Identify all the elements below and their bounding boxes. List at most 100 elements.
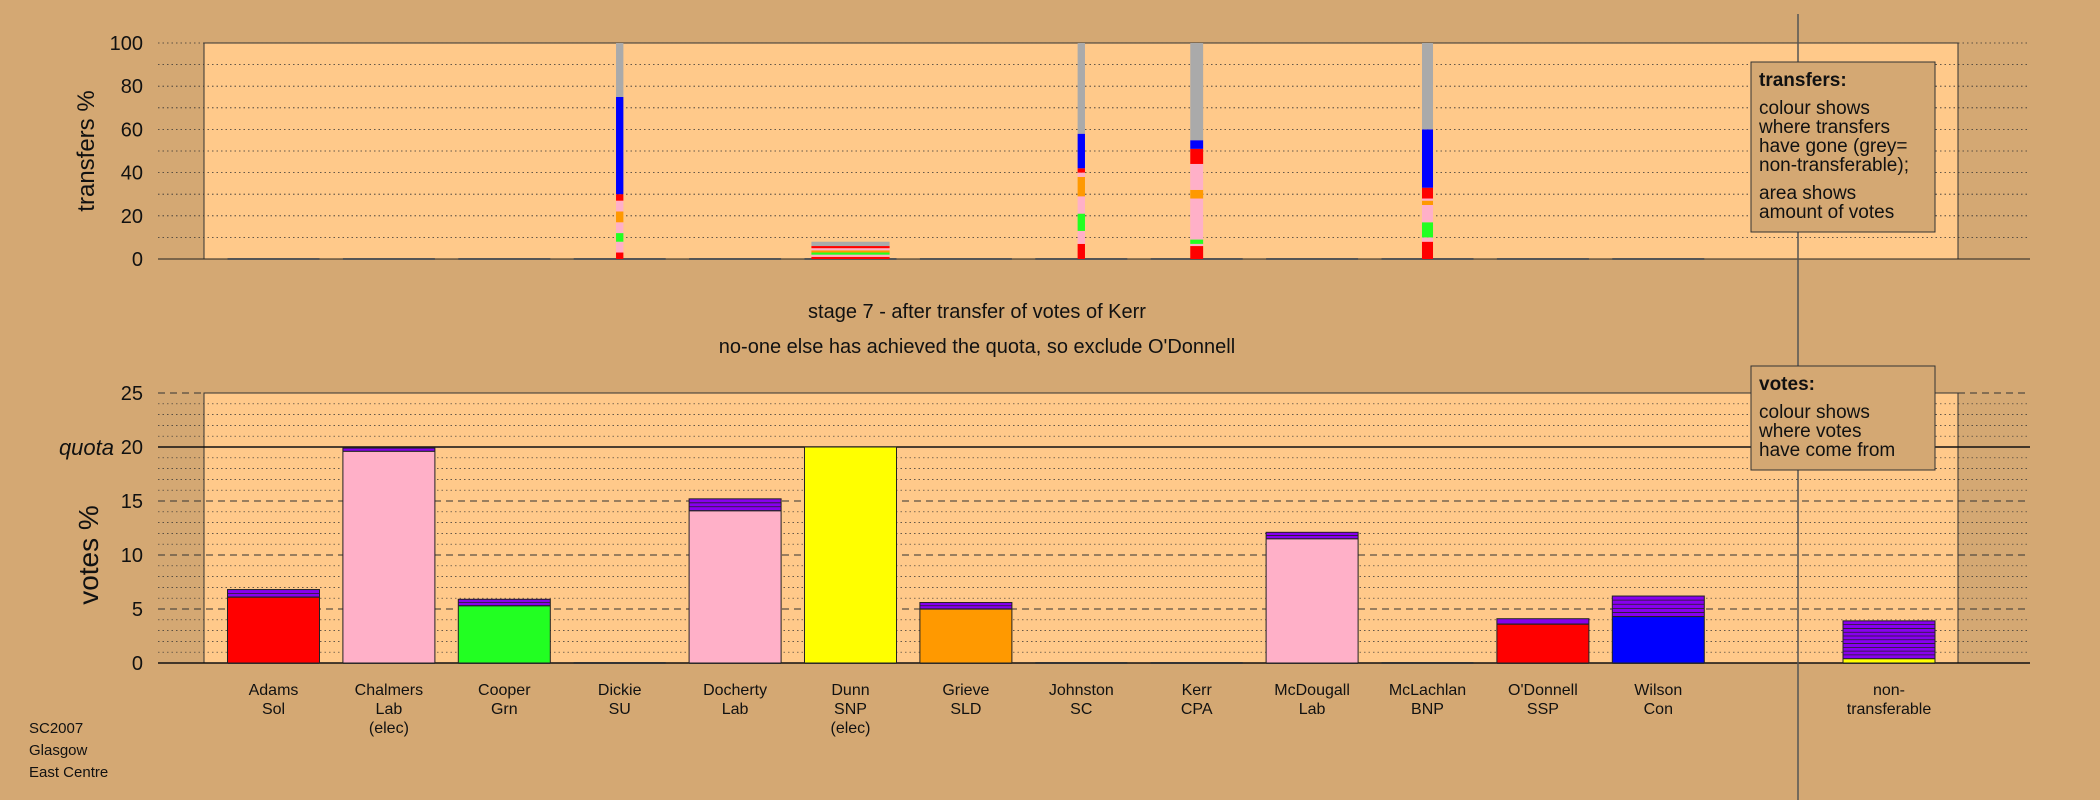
votes-legend-line: where votes [1758,421,1861,442]
votes-bar-segment [689,498,782,511]
votes-bar-outline [457,598,551,664]
category-party-label: transferable [1847,701,1932,718]
transfers-legend-line: amount of votes [1759,202,1894,223]
transfers-legend-line: area shows [1759,183,1856,204]
transfers-bar-segment [1421,129,1434,188]
votes-bar-segment [689,510,782,663]
transfers-legend-line: where transfers [1758,117,1890,138]
quota-label: quota [59,435,114,460]
transfers-bar-segment [1421,205,1434,223]
votes-bar-outline [227,589,320,664]
votes-bar-outline [1265,531,1359,664]
category-name-label: Dickie [598,682,642,699]
votes-bar-segment [1612,596,1705,617]
transfers-bar-segment [1190,198,1204,240]
votes-bar-segment [1612,616,1705,663]
transfers-bar-segment [811,248,890,251]
votes-y-tick-label: 5 [132,599,143,621]
category-party-label: SNP [834,701,867,718]
transfers-bar-segment [1077,196,1085,214]
transfers-bar-segment [1190,243,1204,247]
transfers-y-tick-label: 100 [110,33,143,55]
category-party-label: Con [1644,701,1673,718]
votes-bar-segment [1496,618,1589,625]
category-party-label: SU [609,701,631,718]
transfers-legend-line: have gone (grey= [1759,136,1907,157]
category-name-label: Dunn [831,682,869,699]
transfers-chart: 0 20 40 60 80 100 transfers % [73,33,2030,271]
votes-bar-segment [342,451,435,663]
category-note-label: (elec) [830,720,870,737]
transfers-bar-segment [616,233,624,242]
category-name-label: Wilson [1634,682,1682,699]
votes-legend-line: have come from [1759,440,1895,461]
transfers-bar-segment [811,241,890,247]
transfers-bar-segment [1421,43,1434,130]
category-party-label: BNP [1411,701,1444,718]
transfers-y-axis-label: transfers % [73,90,100,211]
category-name-label: McLachlan [1389,682,1466,699]
votes-bar-outline [1496,618,1590,664]
category-name-label: Grieve [942,682,989,699]
votes-bar-outline [919,602,1013,664]
stage-subtitle: no-one else has achieved the quota, so e… [719,336,1235,358]
transfers-bar-segment [1077,133,1085,169]
transfers-bar-segment [811,250,890,253]
transfers-bar-segment [616,222,624,234]
votes-y-tick-label: 25 [121,383,143,405]
votes-bar-segment [1843,658,1935,663]
votes-bar-outline [1842,620,1936,664]
votes-bar-segment [919,609,1012,663]
transfers-bar-segment [616,200,624,212]
votes-legend-title: votes: [1759,374,1815,395]
category-name-label: Johnston [1049,682,1114,699]
category-party-label: Grn [491,701,518,718]
transfers-bar-segment [616,211,624,223]
category-name-label: non- [1873,682,1905,699]
transfers-bar-segment [1077,230,1085,244]
footer-line-3: East Centre [29,764,108,781]
votes-bar-segment [1266,538,1359,663]
stage-title: stage 7 - after transfer of votes of Ker… [808,301,1146,323]
category-name-label: Docherty [703,682,767,699]
transfers-bar-segment [1421,187,1434,199]
transfers-bar-segment [811,254,890,257]
transfers-bar-segment [811,252,890,255]
transfers-bar-segment [1077,172,1085,177]
transfers-bar-segment [1077,213,1085,231]
votes-bar-outline [688,498,782,664]
category-name-label: McDougall [1274,682,1350,699]
votes-bar-segment [804,447,897,663]
transfers-bar-segment [1190,163,1204,190]
transfers-bar-segment [811,246,890,249]
transfers-bar-segment [1077,43,1085,134]
transfers-bar-segment [1421,222,1434,238]
footer-line-2: Glasgow [29,742,88,759]
transfers-y-tick-label: 40 [121,163,143,185]
category-name-label: Adams [249,682,299,699]
votes-y-axis-label: votes % [73,505,104,605]
votes-bar-outline [342,447,436,664]
votes-y-tick-label: 0 [132,653,143,675]
category-party-label: Lab [376,701,403,718]
transfers-bar-segment [1421,237,1434,242]
transfers-bar-segment [1421,200,1434,205]
votes-bar-segment [227,597,320,663]
transfers-bar-segment [1077,176,1085,197]
votes-legend: votes: colour shows where votes have com… [1750,365,1936,471]
transfers-bar-segment [1190,189,1204,199]
votes-legend-line: colour shows [1759,402,1870,423]
votes-bar-outline [1611,595,1705,664]
votes-chart: 0 5 10 15 20 25 quota votes % Adams Sol Chalmers La… [59,383,2030,737]
transfers-y-tick-label: 0 [132,249,143,271]
votes-bar-segment [1496,624,1589,663]
category-note-label: (elec) [369,720,409,737]
transfers-bar-segment [1190,148,1204,164]
category-name-label: Kerr [1182,682,1213,699]
transfers-y-tick-label: 20 [121,206,143,228]
transfers-bar-segment [1190,239,1204,244]
transfers-legend-line: colour shows [1759,98,1870,119]
transfers-bar-segment [1077,168,1085,173]
